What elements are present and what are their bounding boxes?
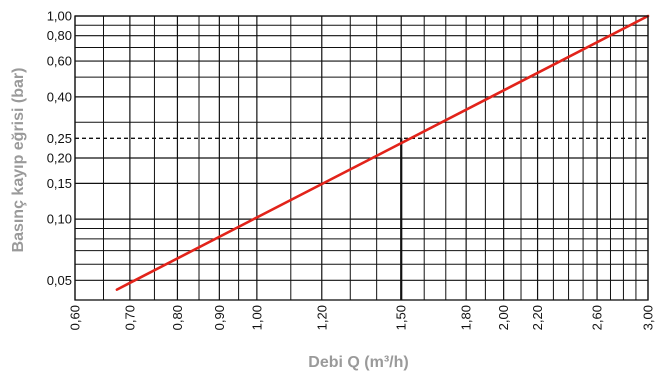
reference-lines — [75, 137, 648, 300]
y-tick-label: 0,05 — [47, 273, 72, 288]
x-tick-label: 0,60 — [68, 305, 83, 330]
x-tick-label: 3,00 — [641, 305, 656, 330]
x-tick-label: 1,20 — [314, 305, 329, 330]
x-tick-label: 2,00 — [496, 305, 511, 330]
y-tick-label: 0,60 — [47, 54, 72, 69]
x-tick-label: 0,80 — [170, 305, 185, 330]
y-tick-label: 0,80 — [47, 28, 72, 43]
plot-frame — [74, 15, 649, 301]
x-tick-label: 0,70 — [122, 305, 137, 330]
pressure-loss-curve — [115, 14, 650, 291]
series-layer — [115, 14, 650, 291]
y-tick-label: 0,10 — [47, 212, 72, 227]
y-tick-label: 0,15 — [47, 176, 72, 191]
x-tick-label: 1,00 — [249, 305, 264, 330]
y-tick-label: 0,40 — [47, 89, 72, 104]
x-tick-label: 1,50 — [394, 305, 409, 330]
y-tick-labels: 0,05 0,10 0,15 0,20 0,25 0,40 0,60 0,80 1,00 — [47, 9, 72, 288]
x-tick-label: 1,80 — [459, 305, 474, 330]
x-axis-title: Debi Q (m³/h) — [308, 354, 408, 371]
x-tick-label: 0,90 — [212, 305, 227, 330]
major-grid — [74, 15, 649, 300]
x-tick-label: 2,60 — [590, 305, 605, 330]
x-tick-label: 2,20 — [530, 305, 545, 330]
y-tick-label: 0,25 — [47, 131, 72, 146]
y-axis-title: Basınç kayıp eğrisi (bar) — [10, 68, 27, 253]
y-tick-label: 1,00 — [47, 9, 72, 24]
x-tick-labels: 0,60 0,70 0,80 0,90 1,00 1,20 1,50 1,80 2,00 2,20… — [68, 305, 656, 330]
y-tick-label: 0,20 — [47, 151, 72, 166]
